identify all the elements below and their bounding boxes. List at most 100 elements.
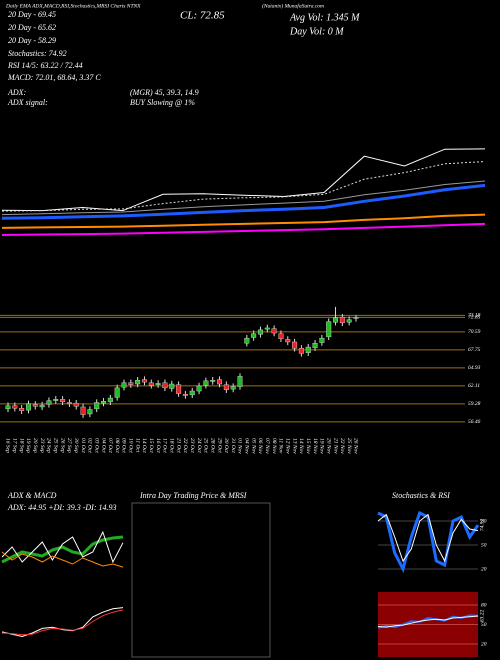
y-tick-label: 50 [481,542,487,548]
candle-body [230,386,236,390]
candle-body [237,376,243,387]
x-tick-label: 23 Sep [39,438,45,453]
x-tick-label: 10 Oct [128,438,134,453]
x-tick-label: 20 Nov [325,438,331,454]
info-line: 20 Day - 69.45 [8,10,56,19]
candle-body [203,380,209,386]
candle-body [94,402,100,410]
candle-body [19,408,25,411]
panel-subtitle: ADX: 44.95 +DI: 39.3 -DI: 14.93 [7,503,117,512]
candle-body [128,382,134,385]
candle-body [217,379,223,385]
x-tick-label: 17 Oct [162,438,168,453]
candle-body [141,379,147,383]
series-line [1,161,486,212]
y-tick-label: 64.93 [468,364,481,371]
candle-body [312,343,318,348]
x-tick-label: 09 Oct [121,438,127,453]
page-title: Daily EMA ADX,MACD,RSI,Stochastics,MRSI … [5,3,141,9]
series-line [377,513,479,563]
candle-body [264,327,270,330]
x-tick-label: 15 Nov [305,438,311,454]
candle-body [66,402,72,404]
candle-body [244,337,250,344]
series-line [1,609,124,636]
info-line: 20 Day - 65.62 [8,23,56,32]
candle-body [196,385,202,392]
x-tick-label: 22 Oct [182,438,188,453]
candle-body [46,400,52,405]
annotation: 63.22 [479,609,485,622]
series-line [1,213,486,229]
series-line [1,222,486,236]
y-tick-label: 70.59 [468,329,481,335]
candle-body [189,390,195,396]
x-tick-label: 19 Sep [25,438,31,453]
x-tick-label: 18 Nov [312,438,318,454]
y-tick-label: 80 [481,518,487,524]
candle-body [107,397,113,403]
series-line [377,614,479,629]
x-tick-label: 03 Oct [93,438,99,453]
panel-title: Intra Day Trading Price & MRSI [139,491,247,500]
source: (Nutanix) MunafaSutra.com [262,2,324,9]
candle-body [333,317,339,323]
x-tick-label: 25 Oct [203,438,209,453]
annotation: 74.92 [478,519,485,532]
candle-body [292,341,298,349]
x-tick-label: 07 Oct [107,438,113,453]
candle-body [346,319,352,323]
x-tick-label: 26 Nov [353,438,359,454]
candle-body [169,383,175,389]
candle-body [271,328,277,334]
x-tick-label: 29 Oct [216,438,222,453]
x-tick-label: 08 Oct [114,438,120,453]
x-tick-label: 01 Nov [237,438,243,454]
x-tick-label: 15 Oct [148,438,154,453]
x-tick-label: 06 Nov [257,438,263,454]
x-tick-label: 22 Nov [339,438,345,454]
candle-body [121,382,127,388]
candle-body [32,404,38,407]
y-tick-label: 50 [481,622,487,628]
info-line: 20 Day - 58.29 [8,36,56,45]
candle-body [326,321,332,338]
y-tick-label: 73.18 [468,313,481,319]
candle-body [223,384,229,390]
x-tick-label: 24 Oct [196,438,203,453]
candle-body [305,346,311,353]
y-tick-label: 56.46 [468,418,481,425]
y-tick-label: 62.11 [468,383,480,389]
signal-label: ADX signal: [7,98,48,107]
candle-body [339,316,345,324]
x-tick-label: 16 Sep [5,438,11,453]
candle-body [25,403,31,411]
series-line [377,510,480,574]
series-line [1,535,124,564]
series-line [1,148,486,212]
avg-volume: Avg Vol: 1.345 M [289,12,360,23]
y-tick-label: 59.28 [468,401,481,407]
info-line: Stochastics: 74.92 [8,49,67,58]
candle-body [278,333,284,339]
x-tick-label: 16 Oct [155,438,161,453]
candle-body [162,382,168,389]
x-tick-label: 19 Nov [319,438,325,454]
candle-body [182,394,188,396]
x-tick-label: 12 Nov [284,438,290,454]
x-tick-label: 27 Sep [66,438,72,453]
candle-body [135,380,141,385]
signal-value: (MGR) 45, 39.3, 14.9 [130,88,199,97]
x-tick-label: 21 Oct [175,438,181,453]
candle-body [53,399,59,401]
candle-body [210,380,216,382]
x-tick-label: 11 Nov [278,438,284,454]
candle-body [60,399,66,403]
candle-body [176,384,182,394]
x-tick-label: 25 Sep [52,438,58,453]
series-line [377,615,479,628]
x-tick-label: 30 Oct [223,437,229,453]
candle-body [353,317,359,319]
x-tick-label: 25 Nov [346,438,352,454]
